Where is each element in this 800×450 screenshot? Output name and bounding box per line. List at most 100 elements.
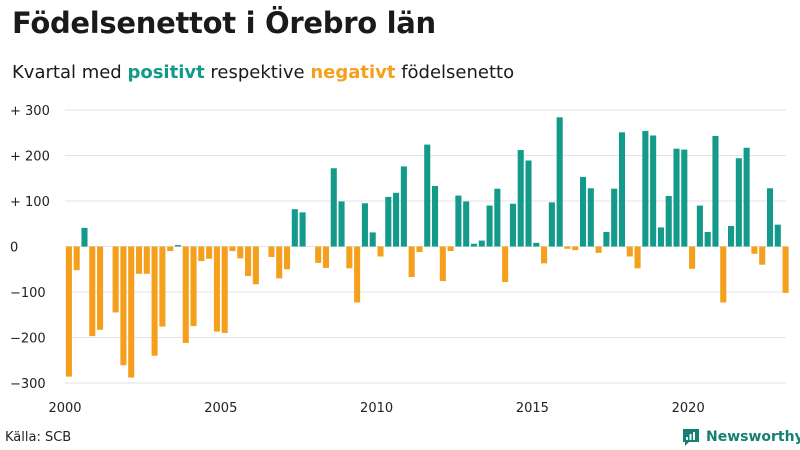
bar-positive <box>291 209 298 247</box>
bars <box>65 117 789 378</box>
bar-positive <box>556 117 563 247</box>
bar-negative <box>190 246 197 327</box>
bar-positive <box>470 243 478 247</box>
x-tick-label: 2010 <box>360 401 393 416</box>
bar-negative <box>237 246 244 259</box>
bar-negative <box>128 246 135 378</box>
bar-positive <box>478 240 485 247</box>
bar-positive <box>338 201 345 247</box>
bar-positive <box>486 205 493 247</box>
bar-negative <box>751 246 758 254</box>
brand-logo: Newsworthy <box>681 427 800 447</box>
bar-positive <box>361 203 368 247</box>
bar-positive <box>766 188 774 247</box>
bar-negative <box>689 246 696 269</box>
bar-negative <box>143 246 150 274</box>
bar-positive <box>603 231 610 247</box>
x-axis-labels: 2000 2005 2010 2015 2020 <box>48 401 704 416</box>
bar-positive <box>657 227 664 247</box>
bar-positive <box>728 226 735 247</box>
brand-name: Newsworthy <box>706 429 800 445</box>
bar-positive <box>618 132 626 247</box>
bar-negative <box>447 246 454 252</box>
bar-negative <box>541 246 548 264</box>
bar-negative <box>167 246 174 252</box>
bar-negative <box>89 246 96 337</box>
bar-positive <box>665 196 672 247</box>
bar-negative <box>564 246 571 249</box>
bar-positive <box>681 149 688 247</box>
bar-negative <box>634 246 641 269</box>
bar-positive <box>533 242 540 247</box>
subtitle-text-end: födelsenetto <box>395 62 515 83</box>
bar-negative <box>182 246 189 343</box>
bar-positive <box>743 147 750 247</box>
y-tick-label: 0 <box>10 241 18 256</box>
bar-negative <box>252 246 259 285</box>
bar-positive <box>400 166 407 247</box>
bar-negative <box>151 246 158 356</box>
bar-negative <box>322 246 330 268</box>
subtitle-negative-word: negativt <box>310 62 396 83</box>
y-tick-label: −100 <box>10 286 46 301</box>
source-note: Källa: SCB <box>5 430 72 445</box>
bar-negative <box>408 246 415 277</box>
y-tick-label: + 300 <box>10 104 50 119</box>
bar-negative <box>65 246 72 377</box>
bar-positive <box>509 203 516 247</box>
bar-positive <box>299 212 306 247</box>
bar-negative <box>502 246 509 282</box>
bar-negative <box>439 246 446 282</box>
x-tick-label: 2000 <box>48 401 81 416</box>
subtitle-positive-word: positivt <box>127 62 205 83</box>
bar-negative <box>245 246 252 277</box>
bar-negative <box>159 246 166 327</box>
newsworthy-logo-icon <box>683 429 699 446</box>
bar-negative <box>595 246 602 253</box>
bar-negative <box>283 246 291 270</box>
bar-positive <box>611 188 618 247</box>
bar-positive <box>424 144 431 247</box>
x-tick-label: 2020 <box>672 401 705 416</box>
subtitle-text-mid: respektive <box>204 62 311 83</box>
bar-negative <box>198 246 205 262</box>
bar-negative <box>213 246 220 332</box>
bar-negative <box>572 246 579 251</box>
bar-positive <box>642 130 649 247</box>
bar-positive <box>494 188 501 247</box>
y-axis-labels: + 300 + 200 + 100 0 −100 −200 −300 <box>10 104 50 392</box>
bar-negative <box>73 246 80 271</box>
bar-negative <box>346 246 353 269</box>
bar-negative <box>97 246 104 330</box>
bar-negative <box>626 246 633 257</box>
y-tick-label: + 100 <box>10 195 50 210</box>
bar-positive <box>393 192 400 247</box>
bar-positive <box>517 150 524 247</box>
y-tick-label: −300 <box>10 377 46 392</box>
bar-positive <box>650 135 657 247</box>
bar-positive <box>673 148 680 247</box>
bar-positive <box>385 196 392 247</box>
bar-negative <box>229 246 236 252</box>
bar-positive <box>369 232 376 247</box>
bar-positive <box>774 224 781 247</box>
y-tick-label: −200 <box>10 332 46 347</box>
bar-negative <box>268 246 275 257</box>
bar-positive <box>696 205 703 247</box>
bar-positive <box>525 160 532 247</box>
bar-positive <box>463 201 470 247</box>
chart-subtitle: Kvartal med positivt respektive negativt… <box>12 62 514 83</box>
bar-negative <box>112 246 119 313</box>
bar-negative <box>759 246 766 265</box>
bar-negative <box>354 246 361 303</box>
bar-negative <box>377 246 384 257</box>
bar-negative <box>416 246 423 252</box>
bar-positive <box>81 227 88 247</box>
bar-positive <box>330 168 337 247</box>
bar-negative <box>782 246 789 293</box>
bar-negative <box>720 246 727 303</box>
bar-negative <box>221 246 228 333</box>
bar-positive <box>735 158 742 247</box>
bar-positive <box>548 202 555 247</box>
